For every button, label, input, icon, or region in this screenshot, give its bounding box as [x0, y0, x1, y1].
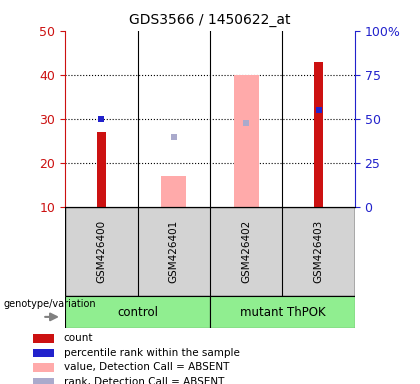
Bar [314, 61, 323, 207]
Bar [33, 349, 54, 357]
Title: GDS3566 / 1450622_at: GDS3566 / 1450622_at [129, 13, 291, 27]
Text: mutant ThPOK: mutant ThPOK [240, 306, 325, 318]
Bar [210, 296, 355, 328]
Bar [33, 334, 54, 343]
Text: value, Detection Call = ABSENT: value, Detection Call = ABSENT [63, 362, 229, 372]
Text: GSM426400: GSM426400 [96, 220, 106, 283]
Text: percentile rank within the sample: percentile rank within the sample [63, 348, 239, 358]
Text: genotype/variation: genotype/variation [3, 299, 96, 309]
Bar [161, 177, 186, 207]
Bar [97, 132, 106, 207]
Text: GSM426401: GSM426401 [169, 220, 179, 283]
Bar [33, 377, 54, 384]
Bar [33, 363, 54, 372]
Bar [65, 296, 210, 328]
Text: GSM426402: GSM426402 [241, 220, 251, 283]
Text: count: count [63, 333, 93, 343]
Text: GSM426403: GSM426403 [314, 220, 324, 283]
Bar [234, 75, 259, 207]
Text: rank, Detection Call = ABSENT: rank, Detection Call = ABSENT [63, 377, 224, 384]
Text: control: control [117, 306, 158, 318]
